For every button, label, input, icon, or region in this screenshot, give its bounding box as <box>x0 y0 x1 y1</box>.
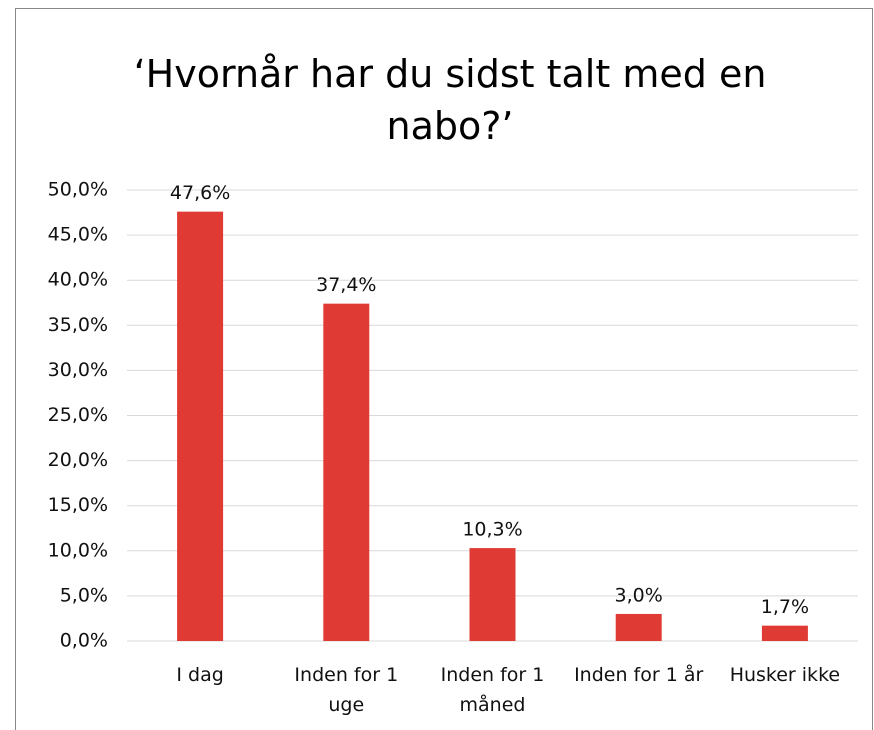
data-label: 10,3% <box>462 519 522 541</box>
y-tick-label: 20,0% <box>48 449 108 471</box>
y-tick-label: 5,0% <box>60 584 108 606</box>
y-tick-label: 40,0% <box>48 269 108 291</box>
y-tick-label: 15,0% <box>48 494 108 516</box>
data-label: 1,7% <box>761 596 809 618</box>
bar <box>615 613 662 641</box>
y-tick-label: 35,0% <box>48 314 108 336</box>
y-tick-label: 25,0% <box>48 404 108 426</box>
x-tick-label: Inden for 1 måned <box>440 664 545 716</box>
y-tick-label: 30,0% <box>48 359 108 381</box>
y-tick-label: 45,0% <box>48 224 108 246</box>
bar <box>761 625 808 641</box>
data-label: 47,6% <box>170 182 230 204</box>
bar <box>323 303 370 641</box>
y-tick-label: 10,0% <box>48 539 108 561</box>
data-label: 37,4% <box>316 274 376 296</box>
chart-title: ‘Hvornår har du sidst talt med en nabo?’ <box>133 52 767 148</box>
x-tick-label: Husker ikke <box>729 664 841 686</box>
data-label: 3,0% <box>615 584 663 606</box>
chart-frame <box>15 8 873 730</box>
x-tick-label: I dag <box>176 664 224 686</box>
y-tick-label: 50,0% <box>48 179 108 201</box>
x-tick-label: Inden for 1 uge <box>294 664 399 716</box>
x-tick-label: Inden for 1 år <box>574 664 704 686</box>
bar <box>469 548 516 641</box>
bar <box>177 211 224 641</box>
y-tick-label: 0,0% <box>60 630 108 652</box>
